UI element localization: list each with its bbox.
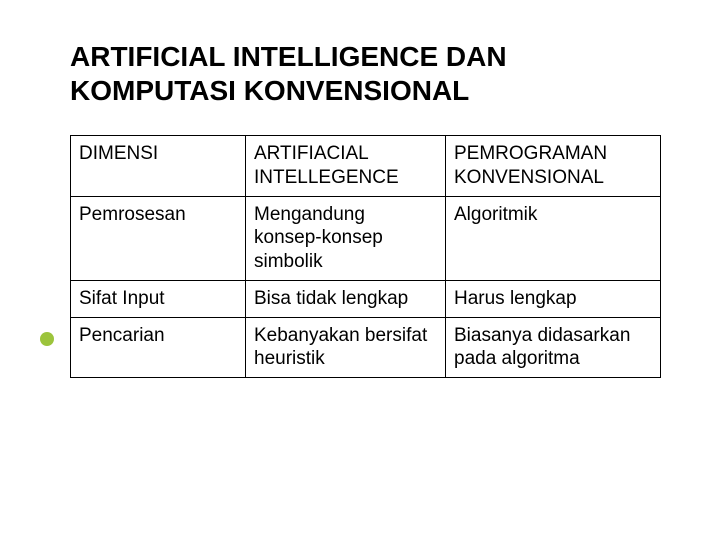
table-cell: Biasanya didasarkan pada algoritma (446, 317, 661, 378)
table-cell: PEMROGRAMAN KONVENSIONAL (446, 136, 661, 197)
table-cell: DIMENSI (71, 136, 246, 197)
table-cell: Algoritmik (446, 196, 661, 280)
table-cell: Pemrosesan (71, 196, 246, 280)
table-row: Pemrosesan Mengandung konsep-konsep simb… (71, 196, 661, 280)
table-row: DIMENSI ARTIFIACIAL INTELLEGENCE PEMROGR… (71, 136, 661, 197)
table-cell: Pencarian (71, 317, 246, 378)
table-cell: Harus lengkap (446, 280, 661, 317)
table-cell: ARTIFIACIAL INTELLEGENCE (246, 136, 446, 197)
table-row: Sifat Input Bisa tidak lengkap Harus len… (71, 280, 661, 317)
table-cell: Kebanyakan bersifat heuristik (246, 317, 446, 378)
table-cell: Bisa tidak lengkap (246, 280, 446, 317)
slide-title: ARTIFICIAL INTELLIGENCE DAN KOMPUTASI KO… (70, 40, 660, 107)
slide: ARTIFICIAL INTELLIGENCE DAN KOMPUTASI KO… (0, 0, 720, 540)
comparison-table: DIMENSI ARTIFIACIAL INTELLEGENCE PEMROGR… (70, 135, 661, 378)
bullet-decoration (40, 332, 54, 346)
table-cell: Mengandung konsep-konsep simbolik (246, 196, 446, 280)
table-row: Pencarian Kebanyakan bersifat heuristik … (71, 317, 661, 378)
table-cell: Sifat Input (71, 280, 246, 317)
